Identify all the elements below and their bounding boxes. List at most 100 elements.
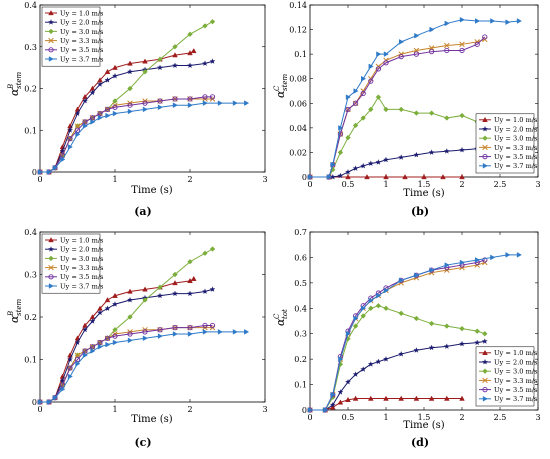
legend-entry: Uy = 3.7 m/s: [60, 55, 104, 63]
x-tick-label: 2: [187, 175, 192, 184]
legend-entry: Uy = 1.0 m/s: [60, 9, 104, 17]
legend-entry: Uy = 3.5 m/s: [494, 153, 538, 161]
data-point: [127, 85, 133, 92]
y-axis-label-sup: C: [273, 85, 281, 91]
series-6: [307, 252, 522, 413]
data-point: [413, 395, 420, 401]
data-point: [376, 292, 382, 299]
data-point: [187, 102, 193, 109]
data-point: [217, 329, 223, 335]
data-point: [352, 100, 359, 106]
data-point: [459, 16, 465, 23]
data-point: [157, 104, 163, 111]
legend-swatch-marker: [48, 255, 54, 262]
y-tick-label: 0.08: [289, 75, 307, 84]
y-axis-label-main: α: [8, 88, 21, 96]
data-point: [217, 100, 223, 106]
x-tick-label: 0: [307, 413, 312, 422]
data-point: [360, 115, 366, 121]
legend-swatch-marker: [48, 19, 54, 25]
data-point: [97, 114, 103, 121]
y-tick-label: 0.02: [289, 148, 307, 157]
data-point: [330, 161, 336, 168]
data-point: [190, 48, 197, 54]
data-point: [398, 154, 405, 160]
data-point: [60, 156, 66, 163]
data-point: [345, 174, 351, 180]
series-6: [37, 329, 250, 405]
data-point: [413, 110, 420, 116]
data-point: [368, 297, 374, 304]
data-point: [337, 149, 344, 156]
x-axis-label: Time (s): [131, 414, 172, 425]
data-point: [505, 19, 511, 26]
x-tick-label: 3: [262, 175, 267, 184]
legend-entry: Uy = 2.0 m/s: [494, 125, 538, 133]
data-point: [75, 131, 81, 138]
data-point: [74, 123, 81, 129]
data-point: [421, 174, 427, 180]
data-point: [89, 115, 96, 121]
data-point: [74, 339, 81, 345]
legend-entry: Uy = 3.3 m/s: [494, 144, 538, 152]
data-point: [172, 331, 178, 337]
data-point: [361, 75, 367, 82]
data-point: [209, 286, 216, 292]
data-point: [172, 325, 178, 331]
data-point: [46, 169, 52, 175]
data-point: [190, 275, 197, 281]
data-point: [127, 102, 133, 108]
legend-entry: Uy = 3.5 m/s: [60, 273, 104, 281]
data-point: [383, 305, 389, 312]
legend-entry: Uy = 2.0 m/s: [60, 19, 104, 27]
x-axis-label: Time (s): [131, 185, 172, 196]
data-point: [345, 134, 351, 141]
data-point: [172, 52, 178, 58]
x-tick-label: 1.5: [418, 180, 431, 189]
legend-entry: Uy = 3.5 m/s: [494, 386, 538, 394]
data-point: [112, 110, 118, 117]
data-point: [323, 407, 329, 413]
legend-entry: Uy = 3.3 m/s: [494, 377, 538, 385]
data-point: [142, 329, 148, 335]
data-point: [82, 97, 88, 104]
data-point: [459, 112, 465, 119]
legend-swatch-marker: [482, 162, 488, 169]
x-tick-label: 3: [262, 405, 267, 414]
panel-label: (c): [134, 436, 151, 449]
data-point: [112, 339, 118, 346]
data-point: [398, 106, 404, 113]
x-tick-label: 2: [187, 405, 192, 414]
y-tick-label: 0.6: [294, 253, 307, 262]
legend-swatch-marker: [48, 264, 54, 271]
data-point: [444, 42, 450, 49]
data-point: [375, 159, 382, 165]
data-point: [398, 310, 404, 317]
data-point: [352, 371, 359, 377]
data-point: [444, 262, 450, 268]
data-point: [428, 110, 435, 116]
y-tick-label: 0.3: [24, 43, 37, 52]
legend-swatch-marker: [482, 116, 488, 122]
legend-entry: Uy = 2.0 m/s: [494, 358, 538, 366]
data-point: [360, 90, 366, 97]
data-point: [444, 47, 450, 54]
legend-entry: Uy = 3.3 m/s: [60, 264, 104, 272]
legend-entry: Uy = 3.0 m/s: [494, 135, 538, 143]
x-tick-label: 0: [307, 180, 312, 189]
legend-entry: Uy = 3.7 m/s: [494, 395, 538, 403]
data-point: [326, 174, 332, 180]
legend-swatch-marker: [482, 349, 488, 355]
x-tick-label: 2.5: [494, 180, 507, 189]
data-point: [172, 290, 178, 297]
data-point: [429, 26, 435, 33]
data-point: [413, 51, 420, 57]
data-point: [142, 69, 148, 75]
legend-entry: Uy = 3.5 m/s: [60, 46, 104, 54]
y-tick-label: 0: [32, 398, 37, 407]
legend-box: [475, 113, 535, 174]
legend-entry: Uy = 3.0 m/s: [60, 28, 104, 36]
data-point: [209, 322, 216, 329]
data-point: [202, 60, 208, 66]
data-point: [60, 386, 66, 393]
